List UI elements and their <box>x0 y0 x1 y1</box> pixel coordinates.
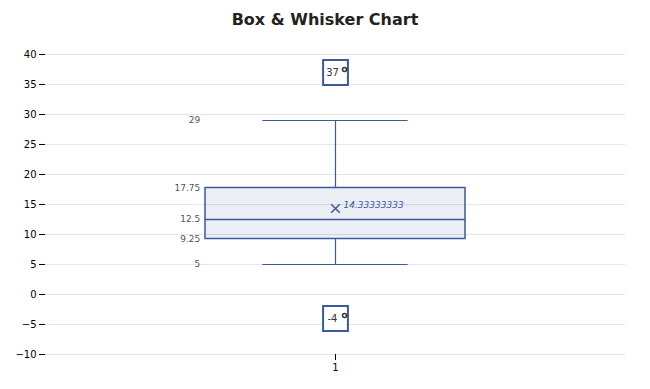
svg-text:35: 35 <box>24 79 37 90</box>
svg-text:−5: −5 <box>22 319 37 330</box>
svg-text:0: 0 <box>30 289 36 300</box>
svg-text:15: 15 <box>24 199 37 210</box>
svg-text:12.5: 12.5 <box>180 214 200 224</box>
svg-text:40: 40 <box>24 49 37 60</box>
svg-text:20: 20 <box>24 169 37 180</box>
svg-text:29: 29 <box>189 115 201 125</box>
svg-text:30: 30 <box>24 109 37 120</box>
svg-text:1: 1 <box>332 362 338 373</box>
svg-text:37: 37 <box>326 67 339 78</box>
svg-text:10: 10 <box>24 229 37 240</box>
svg-text:5: 5 <box>194 259 200 269</box>
svg-text:-4: -4 <box>328 313 338 324</box>
svg-text:−10: −10 <box>15 349 36 360</box>
svg-text:14.33333333: 14.33333333 <box>344 200 404 210</box>
html-text:Box & Whisker Chart: Box & Whisker Chart <box>231 10 419 29</box>
svg-text:17.75: 17.75 <box>174 183 200 193</box>
svg-text:9.25: 9.25 <box>180 234 200 244</box>
svg-text:25: 25 <box>24 139 37 150</box>
svg-text:5: 5 <box>30 259 36 270</box>
